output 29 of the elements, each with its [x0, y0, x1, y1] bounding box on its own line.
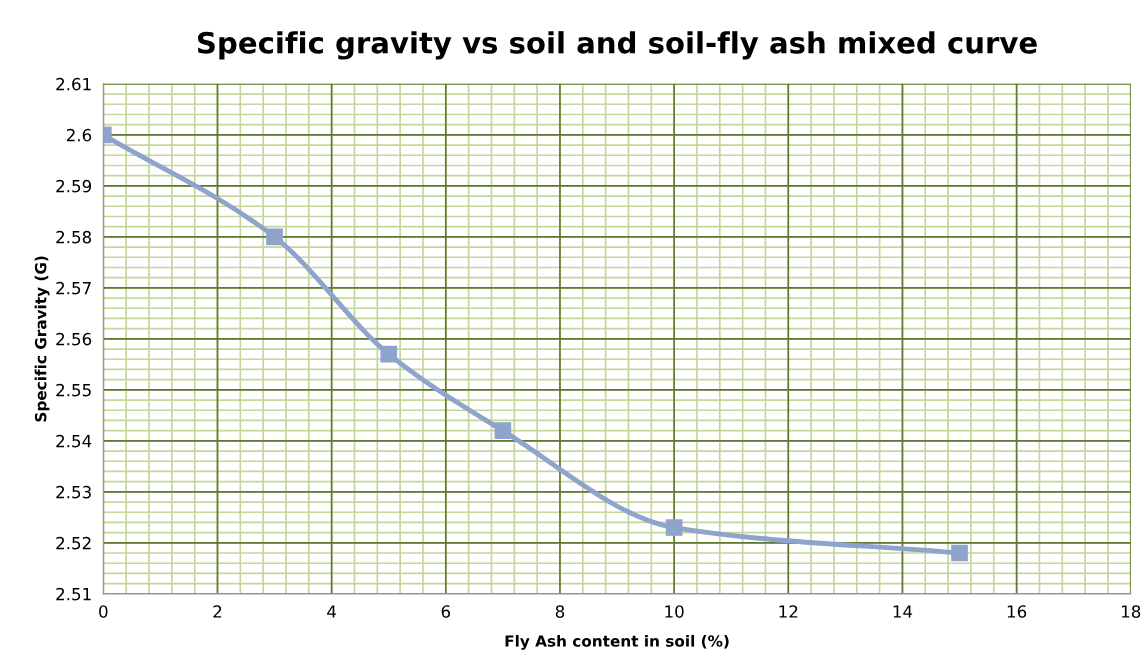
y-tick-label: 2.59: [56, 179, 92, 193]
x-tick-label: 14: [893, 605, 913, 618]
x-tick-label: 2: [213, 605, 222, 618]
y-tick-label: 2.57: [56, 281, 91, 295]
chart-title: Specific gravity vs soil and soil-fly ash mixed curve: [198, 31, 1037, 60]
x-tick-label: 0: [99, 605, 108, 618]
point: [665, 519, 683, 536]
y-tick-label: 2.61: [56, 77, 91, 91]
x-tick-label: 6: [441, 605, 451, 618]
y-tick-label: 2.58: [56, 230, 92, 244]
y-tick-label: 2.6: [66, 128, 92, 142]
x-axis-title: Fly Ash content in soil (%): [505, 634, 729, 650]
x-tick-label: 18: [1122, 605, 1141, 618]
point: [494, 422, 512, 439]
point: [951, 544, 968, 562]
x-tick-label: 10: [665, 605, 684, 618]
x-tick-label: 16: [1007, 605, 1027, 618]
y-axis-title: Specific Gravity (G): [34, 256, 50, 422]
y-tick-label: 2.56: [56, 332, 92, 346]
x-tick-label: 4: [327, 605, 337, 618]
x-tick-label: 8: [555, 605, 565, 618]
y-tick-label: 2.51: [56, 587, 91, 601]
y-tick-label: 2.52: [56, 536, 91, 550]
point: [380, 345, 398, 363]
y-tick-label: 2.54: [56, 434, 92, 448]
point: [266, 228, 283, 246]
y-tick-label: 2.55: [56, 383, 91, 397]
x-tick-label: 12: [779, 605, 798, 618]
y-tick-label: 2.53: [56, 485, 91, 499]
